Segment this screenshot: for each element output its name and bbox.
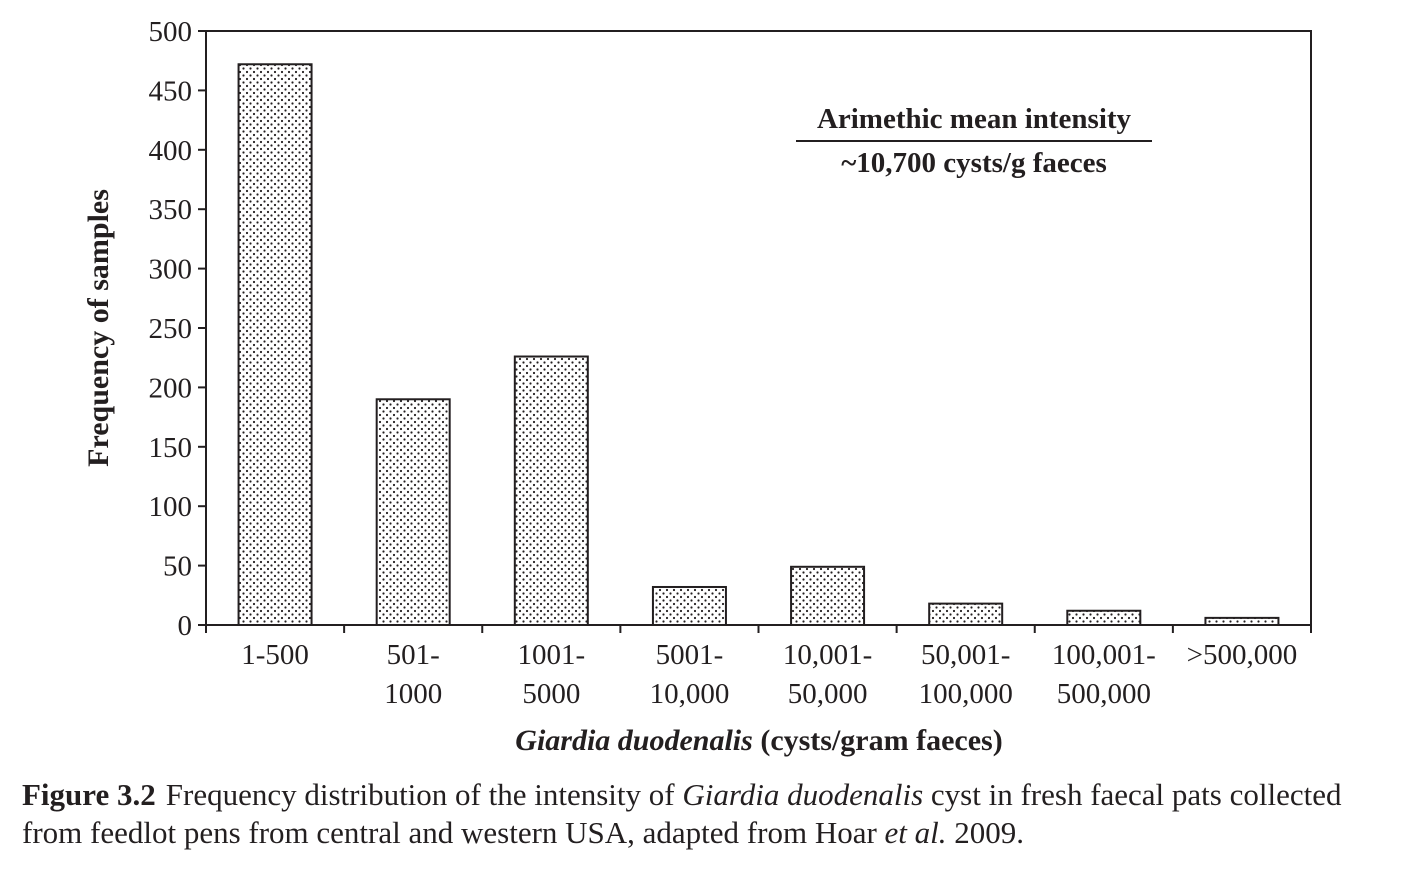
bars <box>237 63 1280 627</box>
bar <box>651 585 727 627</box>
y-axis: 0 50 100 150 200 250 300 350 400 450 500 <box>149 16 206 642</box>
bar <box>928 602 1004 627</box>
bar <box>513 355 589 626</box>
bar <box>1204 616 1280 627</box>
y-tick-label: 250 <box>149 313 193 345</box>
x-tick-label: 50,001-100,000 <box>919 639 1013 710</box>
figure-caption: Figure 3.2 Frequency distribution of the … <box>22 776 1392 852</box>
x-axis: 1-500 501-1000 1001-5000 5001-10,000 10,001-… <box>205 625 1312 710</box>
bar-chart: 0 50 100 150 200 250 300 350 400 450 500 1-500 501-… <box>82 16 1312 757</box>
x-tick-label: 1-500 <box>241 639 309 671</box>
y-tick-label: 500 <box>149 16 193 48</box>
x-tick-label: 1001-5000 <box>517 639 585 710</box>
x-axis-title-italic: Giardia duodenalis <box>515 724 753 757</box>
bar <box>790 565 866 627</box>
bar <box>375 398 451 626</box>
x-tick-label: 10,001-50,000 <box>783 639 872 710</box>
caption-text: Frequency distribution of the intensity … <box>22 777 1342 850</box>
y-tick-label: 300 <box>149 254 193 286</box>
x-axis-title-rest: (cysts/gram faeces) <box>753 724 1003 757</box>
plot-frame <box>205 30 1312 626</box>
bar <box>1066 609 1142 627</box>
x-tick-label: >500,000 <box>1187 639 1298 671</box>
figure-label: Figure 3.2 <box>22 777 156 812</box>
y-tick-label: 400 <box>149 135 193 167</box>
y-tick-label: 200 <box>149 372 193 404</box>
x-tick-label: 501-1000 <box>384 639 442 710</box>
y-tick-label: 0 <box>178 610 193 642</box>
bar <box>237 63 313 627</box>
annotation-line2: ~10,700 cysts/g faeces <box>841 147 1107 179</box>
y-tick-label: 150 <box>149 432 193 464</box>
x-tick-label: 100,001-500,000 <box>1052 639 1156 710</box>
y-tick-label: 50 <box>163 551 192 583</box>
y-tick-label: 350 <box>149 194 193 226</box>
y-tick-label: 450 <box>149 75 193 107</box>
y-tick-label: 100 <box>149 491 193 523</box>
x-tick-label: 5001-10,000 <box>650 639 730 710</box>
y-axis-title: Frequency of samples <box>82 189 115 467</box>
annotation-line1: Arimethic mean intensity <box>817 103 1132 135</box>
x-axis-title: Giardia duodenalis (cysts/gram faeces) <box>515 724 1002 757</box>
